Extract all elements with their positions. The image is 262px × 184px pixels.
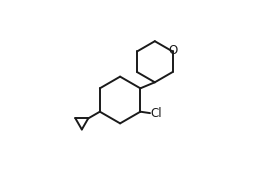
Text: Cl: Cl [150,107,162,120]
Text: O: O [169,44,178,57]
